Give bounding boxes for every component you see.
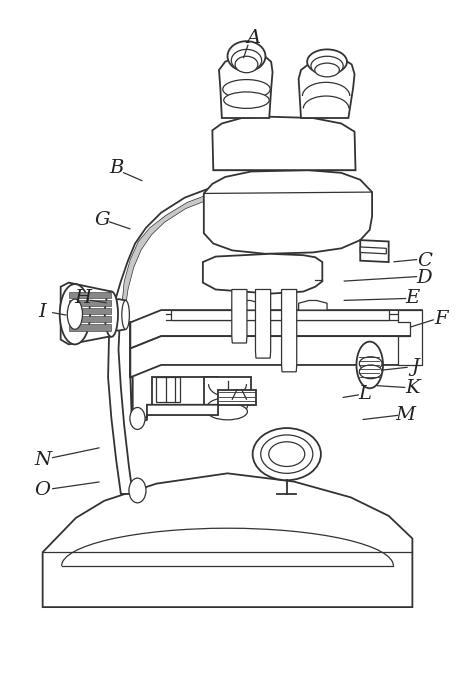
Ellipse shape [261,435,313,473]
Polygon shape [204,170,372,254]
Text: M: M [395,406,415,424]
Text: C: C [417,252,432,270]
Polygon shape [398,310,422,365]
Ellipse shape [269,442,305,466]
Polygon shape [69,300,111,306]
Polygon shape [69,316,111,322]
Polygon shape [122,192,222,303]
Polygon shape [360,247,386,254]
Polygon shape [282,289,297,372]
Ellipse shape [130,407,145,429]
Text: F: F [434,310,447,328]
Text: K: K [405,379,419,397]
Polygon shape [219,54,273,118]
Polygon shape [212,117,356,170]
Polygon shape [69,324,111,331]
Polygon shape [171,310,389,320]
Ellipse shape [253,428,321,480]
Polygon shape [152,377,218,405]
Text: O: O [35,482,51,499]
Text: E: E [405,289,419,307]
Polygon shape [130,310,422,348]
Ellipse shape [359,365,382,379]
Polygon shape [232,289,247,343]
Ellipse shape [356,342,383,388]
Polygon shape [130,336,422,377]
Ellipse shape [223,80,270,99]
Text: A: A [246,29,261,47]
Ellipse shape [228,41,265,71]
Polygon shape [299,300,327,310]
Text: B: B [109,159,123,177]
Polygon shape [204,377,251,405]
Ellipse shape [224,92,269,108]
Text: J: J [411,358,419,376]
Ellipse shape [235,56,258,73]
Polygon shape [299,56,355,118]
Ellipse shape [67,299,82,329]
Text: N: N [34,451,51,469]
Polygon shape [43,473,412,607]
Text: D: D [417,269,432,287]
Polygon shape [69,308,111,314]
Ellipse shape [208,398,247,414]
Ellipse shape [359,357,382,370]
Text: I: I [39,303,46,321]
Polygon shape [203,254,322,294]
Polygon shape [232,300,261,310]
Polygon shape [130,377,218,422]
Polygon shape [113,299,126,331]
Ellipse shape [311,56,343,75]
Ellipse shape [122,300,129,329]
Text: H: H [74,289,91,307]
Text: L: L [358,386,372,403]
Text: G: G [94,211,109,228]
Ellipse shape [208,403,247,420]
Polygon shape [255,289,271,358]
Ellipse shape [129,478,146,503]
Polygon shape [69,292,111,298]
Ellipse shape [60,284,90,344]
Polygon shape [156,377,180,402]
Polygon shape [218,390,256,405]
Polygon shape [360,240,389,262]
Polygon shape [108,187,225,494]
Polygon shape [61,283,111,344]
Ellipse shape [307,49,347,74]
Ellipse shape [231,49,262,71]
Ellipse shape [105,292,118,337]
Ellipse shape [315,63,339,77]
